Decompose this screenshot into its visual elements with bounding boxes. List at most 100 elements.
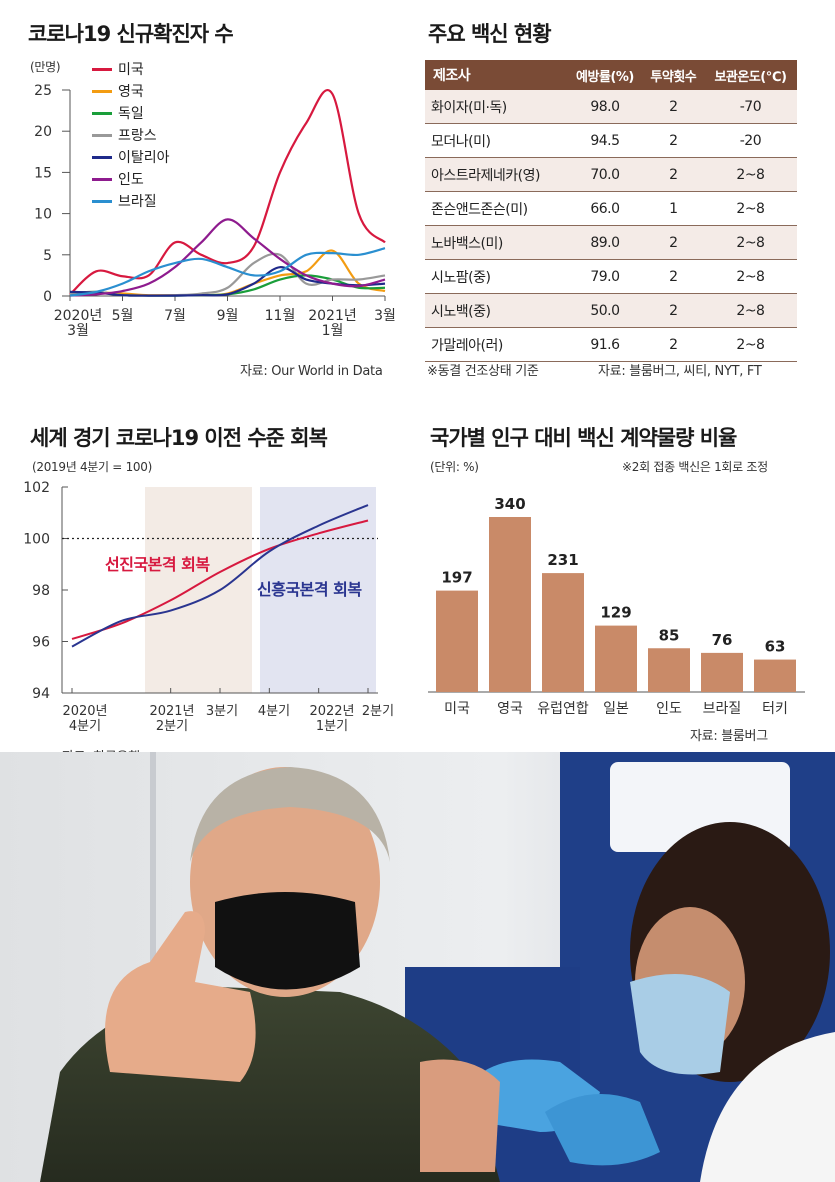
vaccine-cell: 66.0 — [567, 191, 643, 226]
econ-x-tick: 2분기 — [362, 704, 394, 719]
covid-source: 자료: Our World in Data — [240, 364, 383, 379]
vaccine-cell: 91.6 — [567, 327, 643, 362]
bar-category-label: 미국 — [444, 701, 470, 717]
bar-category-label: 인도 — [656, 701, 682, 717]
legend-swatch — [92, 111, 112, 115]
legend-label: 브라질 — [118, 194, 157, 210]
vaccine-cell: 2~8 — [703, 293, 797, 328]
bar-value-label: 197 — [441, 569, 472, 587]
covid-chart-title: 코로나19 신규확진자 수 — [28, 22, 234, 46]
econ-y-tick: 94 — [32, 686, 50, 702]
covid-x-tick: 7월 — [164, 308, 186, 324]
covid-legend-item: 미국 — [92, 58, 170, 80]
bar-value-label: 340 — [494, 495, 525, 513]
vaccine-cell: 2~8 — [703, 225, 797, 260]
covid-series-line — [69, 89, 386, 296]
covid-x-tick: 2021년 1월 — [308, 308, 357, 339]
bar — [754, 659, 796, 692]
vaccine-cell: 2 — [642, 123, 704, 158]
bar — [595, 625, 637, 692]
vaccine-cell: 아스트라제네카(영) — [425, 157, 568, 192]
vaccine-cell: 2 — [642, 157, 704, 192]
bar — [489, 517, 531, 692]
vaccine-table-title: 주요 백신 현황 — [428, 22, 552, 46]
legend-label: 독일 — [118, 106, 144, 122]
contracts-source: 자료: 블룸버그 — [690, 729, 768, 744]
vaccine-cell: 2 — [642, 90, 704, 124]
covid-y-tick: 15 — [34, 165, 52, 181]
vaccine-cell: 2~8 — [703, 327, 797, 362]
covid-x-tick: 5월 — [112, 308, 134, 324]
shade-2021 — [145, 487, 252, 693]
vaccine-cell: 존슨앤드존슨(미) — [425, 191, 568, 226]
bar-category-label: 유럽연합 — [537, 701, 589, 717]
vaccine-cell: 2 — [642, 293, 704, 328]
econ-y-tick: 98 — [32, 583, 50, 599]
covid-series-line — [69, 218, 386, 297]
contracts-note: ※2회 접종 백신은 1회로 조정 — [622, 460, 768, 474]
table-row: 존슨앤드존슨(미) 66.0 1 2~8 — [425, 191, 797, 226]
bar-value-label: 231 — [547, 551, 578, 569]
vaccine-cell: 모더나(미) — [425, 123, 568, 158]
covid-x-tick: 9월 — [217, 308, 239, 324]
econ-series-line — [71, 504, 369, 648]
bar-value-label: 129 — [600, 604, 631, 622]
econ-x-tick: 2021년 2분기 — [149, 704, 194, 734]
emerging-recovery-label: 신흥국본격 회복 — [257, 580, 362, 599]
vaccine-table: 제조사 예방률(%) 투약횟수 보관온도(℃) 화이자(미·독) 98.0 2 -70 모더나… — [425, 60, 797, 362]
bar — [436, 590, 478, 692]
econ-y-tick: 96 — [32, 635, 50, 651]
bar-category-label: 일본 — [603, 701, 629, 717]
covid-y-tick: 20 — [34, 124, 52, 140]
econ-x-tick: 3분기 — [206, 704, 238, 719]
legend-label: 영국 — [118, 84, 144, 100]
table-row: 시노팜(중) 79.0 2 2~8 — [425, 259, 797, 294]
vaccine-header-cell: 투약횟수 — [642, 60, 704, 90]
economy-chart-title: 세계 경기 코로나19 이전 수준 회복 — [30, 426, 328, 450]
vaccine-cell: 89.0 — [567, 225, 643, 260]
table-row: 모더나(미) 94.5 2 -20 — [425, 123, 797, 158]
covid-unit-label: (만명) — [30, 60, 61, 74]
covid-y-tick: 25 — [34, 83, 52, 99]
covid-x-tick: 11월 — [265, 308, 296, 324]
bar-value-label: 85 — [659, 626, 680, 644]
table-row: 아스트라제네카(영) 70.0 2 2~8 — [425, 157, 797, 192]
vaccine-cell: 2 — [642, 225, 704, 260]
legend-swatch — [92, 133, 112, 137]
vaccine-cell: 시노팜(중) — [425, 259, 568, 294]
econ-x-tick: 2020년 4분기 — [62, 704, 107, 734]
table-row: 가말레아(러) 91.6 2 2~8 — [425, 327, 797, 362]
table-row: 시노백(중) 50.0 2 2~8 — [425, 293, 797, 328]
legend-label: 미국 — [118, 62, 144, 78]
covid-legend-item: 브라질 — [92, 190, 170, 212]
econ-x-tick: 4분기 — [258, 704, 290, 719]
covid-x-tick: 2020년 3월 — [54, 308, 103, 339]
covid-y-tick: 0 — [43, 289, 52, 305]
bar — [701, 652, 743, 692]
legend-swatch — [92, 155, 112, 159]
vaccine-cell: 2~8 — [703, 259, 797, 294]
economy-subtitle: (2019년 4분기 = 100) — [32, 460, 152, 474]
vaccine-cell: 94.5 — [567, 123, 643, 158]
legend-swatch — [92, 199, 112, 203]
vaccine-header-cell: 제조사 — [425, 60, 568, 90]
vaccine-source: 자료: 블룸버그, 씨티, NYT, FT — [598, 364, 762, 379]
covid-y-tick: 10 — [34, 207, 52, 223]
legend-label: 인도 — [118, 172, 144, 188]
covid-y-tick: 5 — [43, 248, 52, 264]
covid-legend-item: 인도 — [92, 168, 170, 190]
vaccine-header-cell: 보관온도(℃) — [703, 60, 797, 90]
legend-swatch — [92, 177, 112, 181]
contracts-unit: (단위: %) — [430, 460, 479, 474]
covid-legend-item: 프랑스 — [92, 124, 170, 146]
vaccination-photo — [0, 752, 835, 1182]
bar-category-label: 브라질 — [703, 701, 742, 717]
legend-label: 프랑스 — [118, 128, 157, 144]
vaccine-cell: 79.0 — [567, 259, 643, 294]
contracts-chart-title: 국가별 인구 대비 백신 계약물량 비율 — [430, 426, 737, 450]
table-row: 노바백스(미) 89.0 2 2~8 — [425, 225, 797, 260]
bar — [542, 573, 584, 692]
bar-value-label: 76 — [712, 631, 733, 649]
vaccine-cell: 1 — [642, 191, 704, 226]
